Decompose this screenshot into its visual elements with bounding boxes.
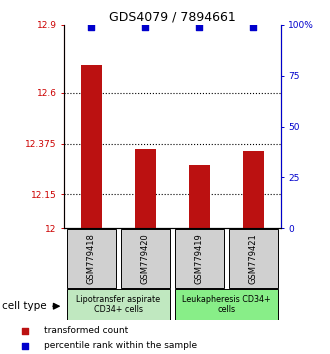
Text: GSM779420: GSM779420 xyxy=(141,233,150,284)
FancyBboxPatch shape xyxy=(120,229,170,288)
Bar xyxy=(135,149,156,228)
Point xyxy=(23,343,28,348)
Point xyxy=(251,24,256,30)
Point xyxy=(197,24,202,30)
Point xyxy=(23,328,28,333)
FancyBboxPatch shape xyxy=(175,289,278,320)
Title: GDS4079 / 7894661: GDS4079 / 7894661 xyxy=(109,11,236,24)
FancyBboxPatch shape xyxy=(67,289,170,320)
Bar xyxy=(189,165,210,228)
Bar xyxy=(81,65,102,228)
Text: GSM779419: GSM779419 xyxy=(195,233,204,284)
Text: Leukapheresis CD34+
cells: Leukapheresis CD34+ cells xyxy=(182,295,271,314)
Bar xyxy=(243,152,264,228)
FancyBboxPatch shape xyxy=(67,229,116,288)
Point xyxy=(143,24,148,30)
Text: Lipotransfer aspirate
CD34+ cells: Lipotransfer aspirate CD34+ cells xyxy=(76,295,160,314)
FancyBboxPatch shape xyxy=(175,229,224,288)
Text: cell type: cell type xyxy=(2,301,46,311)
Text: transformed count: transformed count xyxy=(44,326,128,335)
Text: GSM779421: GSM779421 xyxy=(249,233,258,284)
Text: GSM779418: GSM779418 xyxy=(87,233,96,284)
FancyBboxPatch shape xyxy=(229,229,278,288)
Point xyxy=(89,24,94,30)
Text: percentile rank within the sample: percentile rank within the sample xyxy=(44,341,197,350)
